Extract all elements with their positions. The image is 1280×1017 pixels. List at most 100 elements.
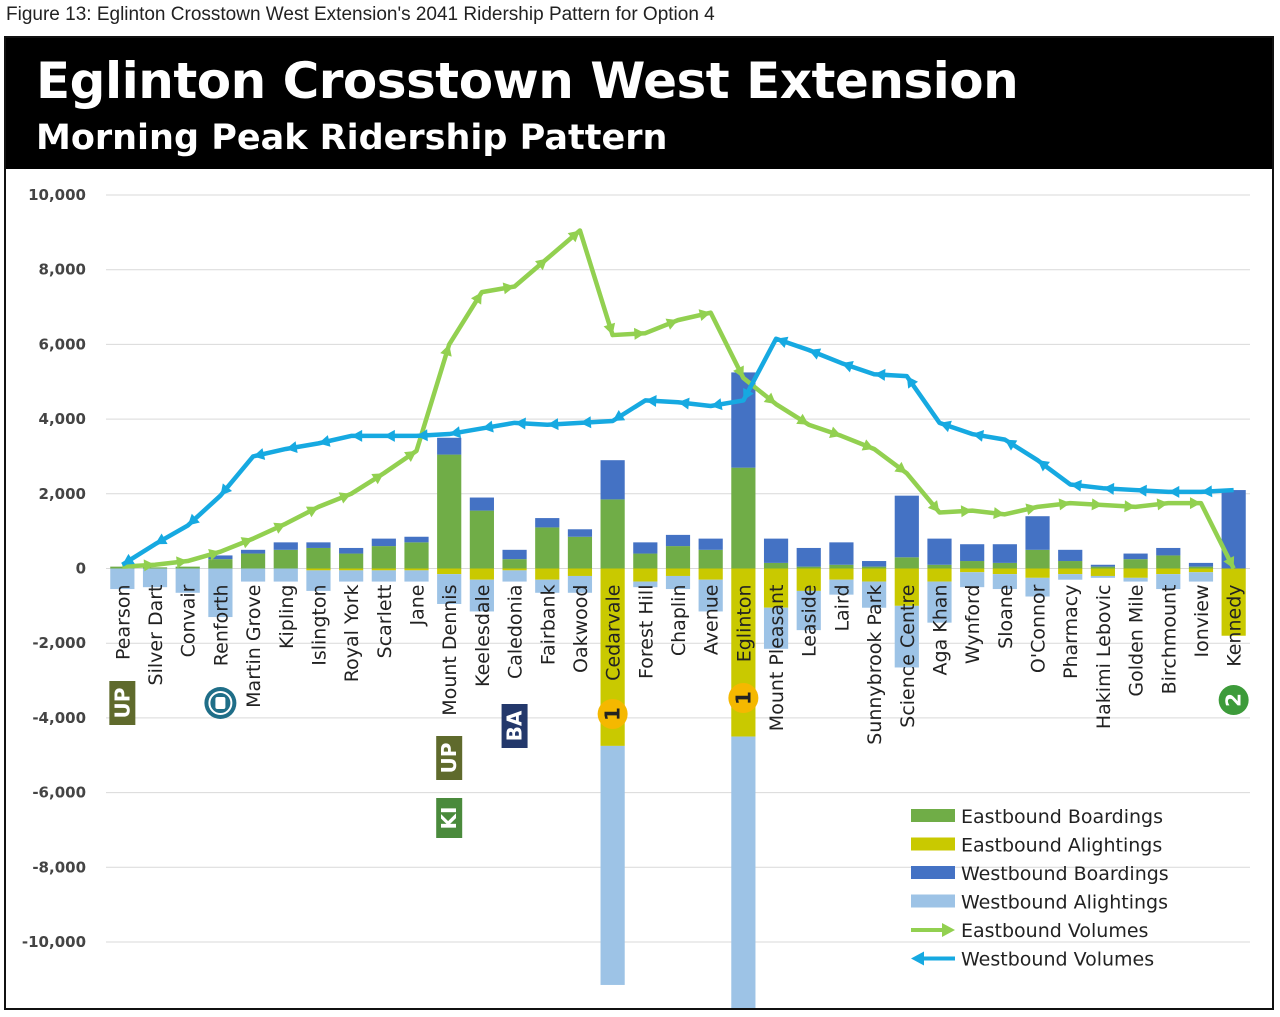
badge-ki-mount-dennis: KI: [436, 798, 463, 838]
y-tick-label: 8,000: [39, 261, 86, 279]
bar-westbound-boardings-sloane: [992, 544, 1017, 563]
bar-westbound-boardings-aga-khan: [927, 538, 952, 565]
point-westbound-volumes-royal-york: [351, 429, 363, 442]
y-tick-label: 4,000: [39, 410, 86, 428]
x-tick-label: O'Connor: [1028, 584, 1050, 673]
point-eastbound-volumes-mount-dennis: [440, 344, 452, 357]
bar-westbound-alightings-hakimi-lebovic: [1090, 575, 1116, 578]
bar-eastbound-boardings-science-centre: [894, 557, 919, 569]
bar-eastbound-boardings-fairbank: [535, 527, 560, 569]
bar-eastbound-alightings-scarlett: [371, 568, 396, 571]
point-eastbound-volumes-leaside: [796, 413, 809, 425]
point-eastbound-volumes-pharmacy: [1058, 498, 1071, 511]
x-tick-label: Keelesdale: [472, 585, 494, 687]
point-eastbound-volumes-cedarvale: [603, 322, 616, 336]
bar-eastbound-boardings-forest-hill: [633, 553, 658, 569]
bar-westbound-boardings-martin-grove: [240, 549, 266, 554]
point-westbound-volumes-science-centre: [906, 376, 919, 389]
point-eastbound-volumes-jane: [404, 450, 417, 463]
point-westbound-volumes-avenue: [710, 398, 723, 411]
bar-westbound-boardings-ionview: [1188, 562, 1214, 567]
bar-westbound-boardings-o-connor: [1025, 516, 1050, 550]
bar-westbound-alightings-eglinton: [731, 736, 756, 1008]
bar-eastbound-boardings-chaplin: [665, 546, 691, 569]
bar-westbound-alightings-convair: [175, 568, 200, 593]
badge-label: KI: [437, 807, 461, 830]
bar-eastbound-alightings-aga-khan: [927, 568, 952, 582]
point-eastbound-volumes-caledonia: [502, 282, 515, 295]
x-tick-label: Pharmacy: [1060, 585, 1082, 679]
point-eastbound-volumes-eglinton: [733, 365, 744, 379]
bar-westbound-boardings-fairbank: [535, 518, 560, 528]
bar-westbound-alightings-wynford: [960, 572, 985, 588]
x-tick-label: Fairbank: [537, 585, 559, 666]
x-tick-label: Oakwood: [570, 585, 592, 673]
point-westbound-volumes-renforth: [220, 483, 233, 496]
x-tick-label: Forest Hill: [635, 585, 657, 679]
point-westbound-volumes-ionview: [1200, 485, 1213, 498]
bar-westbound-alightings-aga-khan: [927, 581, 952, 623]
point-westbound-volumes-pearson: [122, 553, 135, 565]
x-tick-label: Mount Dennis: [439, 585, 461, 716]
bar-westbound-alightings-golden-mile: [1123, 577, 1148, 582]
bar-eastbound-alightings-ionview: [1188, 568, 1214, 573]
x-tick-label: Kennedy: [1224, 585, 1246, 667]
bar-westbound-alightings-birchmount: [1156, 574, 1181, 590]
bar-westbound-alightings-leaside: [796, 590, 821, 631]
y-tick-label: 6,000: [39, 335, 86, 353]
point-westbound-volumes-islington: [318, 435, 331, 447]
legend-swatch: [911, 894, 955, 908]
point-eastbound-volumes-scarlett: [371, 473, 384, 485]
x-tick-label: Birchmount: [1158, 585, 1180, 695]
bar-eastbound-boardings-jane: [404, 542, 429, 569]
bar-westbound-alightings-mount-dennis: [437, 574, 462, 604]
legend-label: Eastbound Volumes: [961, 920, 1148, 942]
bar-westbound-boardings-scarlett: [371, 538, 396, 547]
point-westbound-volumes-pharmacy: [1070, 479, 1082, 492]
bar-westbound-boardings-sunnybrook-park: [862, 561, 887, 567]
y-tick-label: 10,000: [28, 186, 86, 204]
bar-eastbound-boardings-caledonia: [502, 559, 527, 569]
x-tick-label: Scarlett: [374, 585, 396, 659]
bar-eastbound-alightings-wynford: [960, 568, 985, 573]
bar-westbound-alightings-o-connor: [1025, 577, 1050, 597]
bar-eastbound-boardings-silver-dart: [142, 567, 168, 569]
chart-subtitle: Morning Peak Ridership Pattern: [36, 118, 668, 158]
x-tick-label: Ionview: [1191, 585, 1213, 658]
bar-westbound-boardings-keelesdale: [469, 497, 494, 511]
point-eastbound-volumes-renforth: [208, 548, 221, 561]
point-eastbound-volumes-royal-york: [338, 492, 352, 504]
bar-eastbound-boardings-mount-dennis: [437, 454, 462, 569]
point-eastbound-volumes-keelesdale: [470, 292, 482, 305]
point-westbound-volumes-laird: [841, 360, 854, 373]
x-tick-label: Sunnybrook Park: [864, 585, 886, 745]
legend-swatch: [911, 866, 955, 879]
y-tick-label: -10,000: [22, 933, 86, 951]
y-tick-label: 0: [76, 560, 86, 578]
x-tick-label: Royal York: [341, 585, 363, 683]
point-westbound-volumes-silver-dart: [155, 533, 168, 545]
point-eastbound-volumes-forest-hill: [633, 327, 646, 340]
bar-eastbound-boardings-sunnybrook-park: [862, 566, 887, 569]
point-westbound-volumes-aga-khan: [939, 420, 952, 433]
x-tick-label: Golden Mile: [1126, 585, 1148, 697]
bar-eastbound-boardings-laird: [829, 564, 854, 569]
point-eastbound-volumes-sunnybrook-park: [861, 439, 875, 451]
bar-westbound-alightings-royal-york: [339, 570, 364, 582]
point-westbound-volumes-sloane: [1004, 439, 1018, 451]
point-westbound-volumes-jane: [416, 429, 428, 442]
bar-westbound-boardings-hakimi-lebovic: [1090, 564, 1116, 567]
bar-eastbound-alightings-royal-york: [339, 568, 364, 571]
point-westbound-volumes-o-connor: [1037, 460, 1050, 472]
point-westbound-volumes-oakwood: [579, 416, 592, 429]
point-westbound-volumes-mount-dennis: [449, 426, 462, 439]
bar-eastbound-alightings-avenue: [698, 568, 723, 580]
point-westbound-volumes-kipling: [285, 441, 298, 454]
bar-eastbound-boardings-scarlett: [371, 546, 396, 569]
point-westbound-volumes-golden-mile: [1135, 484, 1147, 497]
bar-eastbound-boardings-hakimi-lebovic: [1090, 566, 1116, 569]
bar-eastbound-alightings-golden-mile: [1123, 568, 1148, 578]
point-eastbound-volumes-science-centre: [894, 461, 907, 474]
x-tick-label: Mount Pleasant: [766, 585, 788, 732]
chart-frame: Eglinton Crosstown West Extension Mornin…: [4, 36, 1274, 1010]
